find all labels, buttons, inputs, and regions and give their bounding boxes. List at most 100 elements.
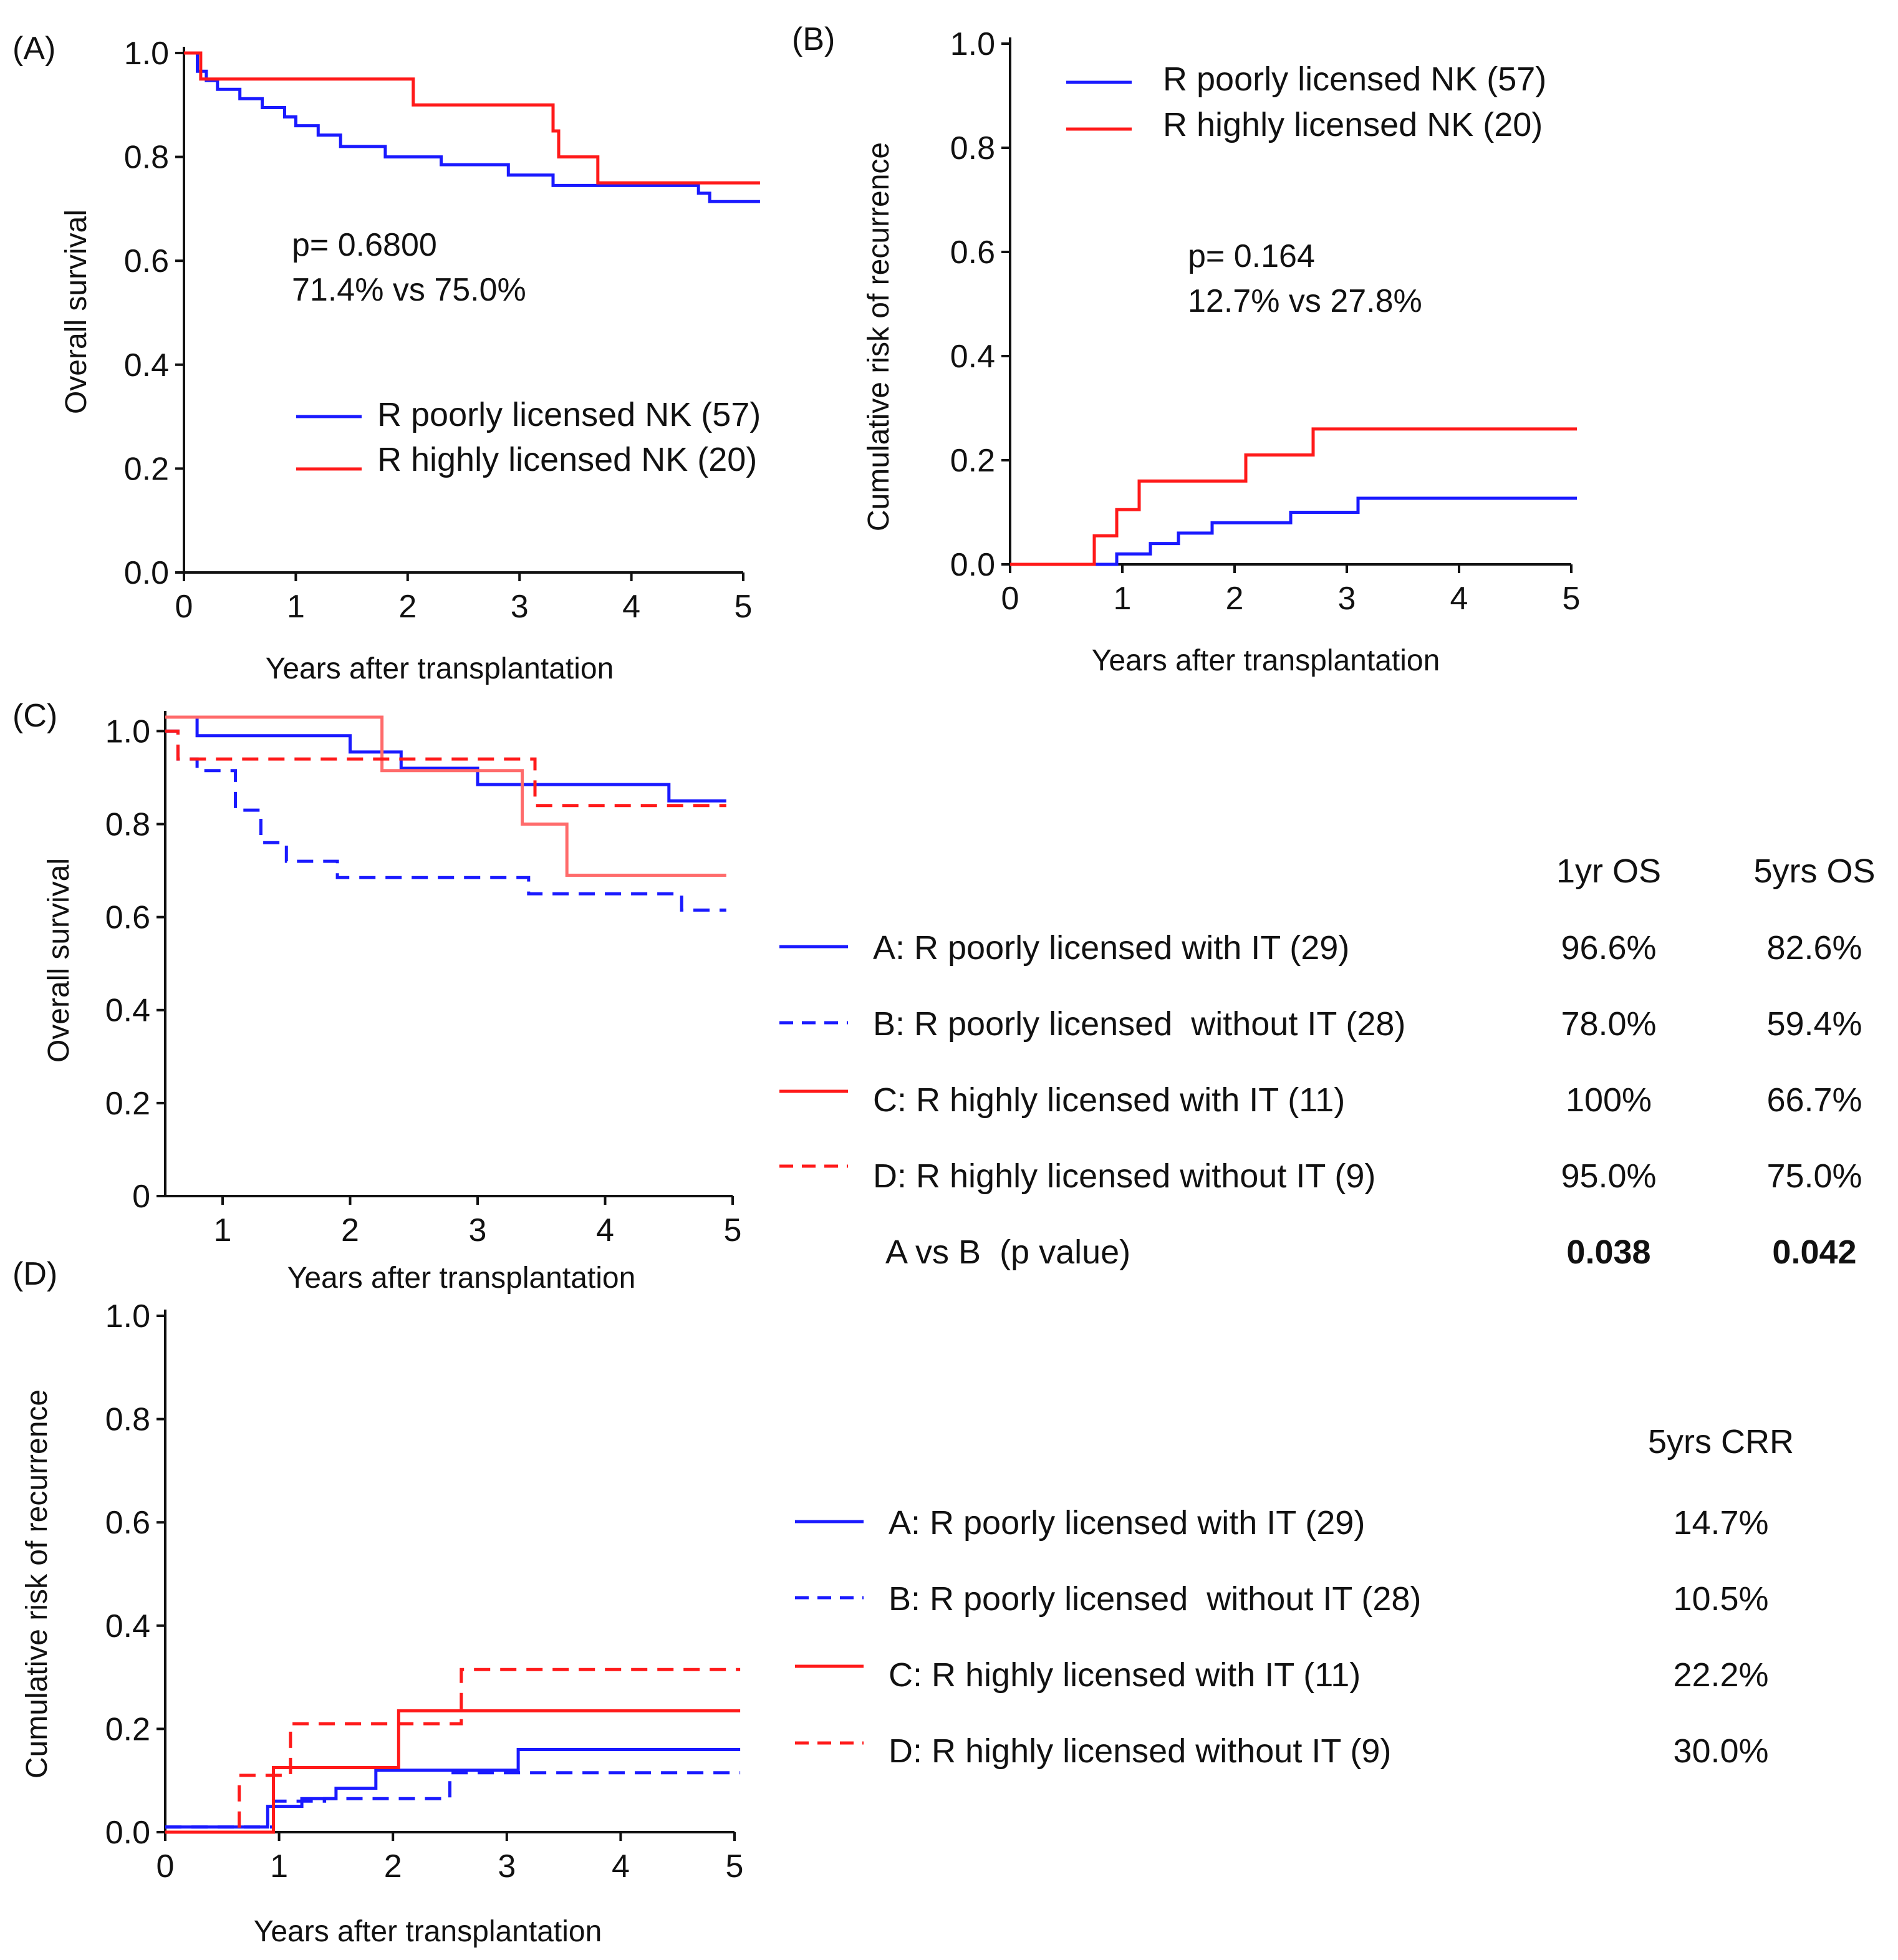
y-tick-label: 1.0 [105,713,150,750]
series-line [165,1709,741,1834]
series-line [165,729,726,808]
x-tick-label: 5 [724,1212,742,1248]
row-label: D: R highly licensed without IT (9) [889,1732,1391,1770]
x-tick-label: 3 [469,1212,487,1248]
x-tick-label: 2 [341,1212,359,1248]
y-tick-label: 0.2 [105,1711,150,1747]
plot-b: 0.0 0.2 0.4 0.6 0.8 1.0 0 1 2 3 4 5 [950,26,1581,617]
panel-a: (A) 0.0 0.2 0.4 0.6 0.8 1.0 0 1 2 3 4 5 Years after… [12,31,761,685]
row-label: A: R poorly licensed with IT (29) [889,1504,1365,1542]
series-line [165,715,726,877]
table-row: C: R highly licensed with IT (11) 100% 6… [779,1081,1862,1119]
x-tick-label: 0 [157,1848,175,1885]
legend-entry: R poorly licensed NK (57) [377,396,761,433]
table-header-1yr: 1yr OS [1556,852,1661,890]
y-tick-label: 0.2 [950,443,995,479]
row-1yr: 78.0% [1561,1005,1656,1043]
y-tick-label: 0.6 [124,243,169,279]
x-tick-label: 2 [1226,581,1244,617]
table-row: D: R highly licensed without IT (9) 30.0… [795,1732,1769,1770]
y-tick-label: 0.4 [950,339,995,375]
y-axis-label: Cumulative risk of recurrence [862,142,895,531]
y-axis-label: Cumulative risk of recurrence [21,1389,54,1779]
table-row: A: R poorly licensed with IT (29) 14.7% [795,1504,1769,1542]
p-value-5yr: 0.042 [1772,1233,1856,1271]
panel-b: (B) 0.0 0.2 0.4 0.6 0.8 1.0 0 1 2 3 4 5 Years after… [792,21,1580,677]
x-tick-label: 1 [287,589,305,625]
x-tick-label: 3 [498,1848,516,1885]
series-line [1010,427,1577,566]
legend-entry: R highly licensed NK (20) [377,441,757,478]
panel-label: (C) [12,698,57,734]
table-row: A: R poorly licensed with IT (29) 96.6% … [779,929,1862,967]
row-5yr: 66.7% [1766,1081,1862,1119]
y-tick-label: 0 [132,1179,150,1215]
row-crr: 14.7% [1673,1504,1768,1542]
panel-c: (C) 0 0.2 0.4 0.6 0.8 1.0 1 2 3 4 5 Years after tr… [12,698,1876,1295]
row-crr: 22.2% [1673,1656,1768,1694]
y-tick-label: 0.6 [105,1505,150,1541]
y-tick-label: 1.0 [950,26,995,62]
series-line [165,1668,741,1834]
row-label: C: R highly licensed with IT (11) [873,1081,1345,1119]
series-line [184,51,760,185]
x-tick-label: 2 [398,589,417,625]
y-tick-label: 0.4 [105,993,150,1029]
y-tick-label: 0.8 [950,130,995,167]
row-label: B: R poorly licensed without IT (28) [889,1580,1421,1618]
y-tick-label: 0.8 [124,140,169,176]
series-line [165,1748,741,1829]
row-label: D: R highly licensed without IT (9) [873,1157,1375,1195]
p-value-annotation: p= 0.6800 [292,227,437,263]
p-value-annotation: p= 0.164 [1188,238,1315,274]
x-axis-label: Years after transplantation [254,1915,602,1948]
x-tick-label: 1 [270,1848,288,1885]
row-crr: 30.0% [1673,1732,1768,1770]
p-value-1yr: 0.038 [1566,1233,1650,1271]
row-label: C: R highly licensed with IT (11) [889,1656,1361,1694]
panel-label: (B) [792,21,835,57]
panel-label: (D) [12,1256,57,1292]
legend-entry: R highly licensed NK (20) [1163,106,1543,143]
x-tick-label: 4 [596,1212,614,1248]
x-axis-label: Years after transplantation [287,1262,636,1295]
plot-a: 0.0 0.2 0.4 0.6 0.8 1.0 0 1 2 3 4 5 [124,36,760,625]
legend-entry: R poorly licensed NK (57) [1163,60,1546,98]
x-tick-label: 1 [1114,581,1132,617]
x-tick-label: 2 [384,1848,402,1885]
x-tick-label: 5 [726,1848,744,1885]
percent-annotation: 12.7% vs 27.8% [1188,283,1422,319]
y-tick-label: 0.0 [124,555,169,591]
table-header-5yr: 5yrs OS [1753,852,1875,890]
row-1yr: 95.0% [1561,1157,1656,1195]
plot-d: 0.0 0.2 0.4 0.6 0.8 1.0 0 1 2 3 4 5 [105,1298,744,1885]
row-label: B: R poorly licensed without IT (28) [873,1005,1405,1043]
x-axis-label: Years after transplantation [266,652,614,685]
percent-annotation: 71.4% vs 75.0% [292,272,526,308]
plot-c: 0 0.2 0.4 0.6 0.8 1.0 1 2 3 4 5 [105,711,742,1248]
y-tick-label: 0.6 [950,234,995,271]
table-row: B: R poorly licensed without IT (28) 10.… [795,1580,1769,1618]
row-5yr: 59.4% [1766,1005,1862,1043]
y-tick-label: 0.0 [950,547,995,583]
table-row: C: R highly licensed with IT (11) 22.2% [795,1656,1769,1694]
x-tick-label: 5 [735,589,753,625]
x-tick-label: 5 [1563,581,1581,617]
series-line [165,1771,741,1829]
x-tick-label: 0 [1001,581,1019,617]
y-tick-label: 0.0 [105,1815,150,1851]
y-axis-label: Overall survival [60,210,93,414]
y-tick-label: 0.8 [105,1402,150,1438]
series-line [184,51,760,203]
x-tick-label: 4 [1450,581,1468,617]
row-5yr: 82.6% [1766,929,1862,967]
x-axis-label: Years after transplantation [1092,644,1440,677]
p-value-row: A vs B (p value) 0.038 0.042 [885,1233,1857,1271]
x-tick-label: 4 [612,1848,630,1885]
x-tick-label: 1 [214,1212,232,1248]
panel-d: (D) 0.0 0.2 0.4 0.6 0.8 1.0 0 1 2 3 4 5 Years after… [12,1256,1794,1948]
table-header-crr: 5yrs CRR [1648,1423,1794,1460]
panel-label: (A) [12,31,55,67]
table-row: D: R highly licensed without IT (9) 95.0… [779,1157,1862,1195]
